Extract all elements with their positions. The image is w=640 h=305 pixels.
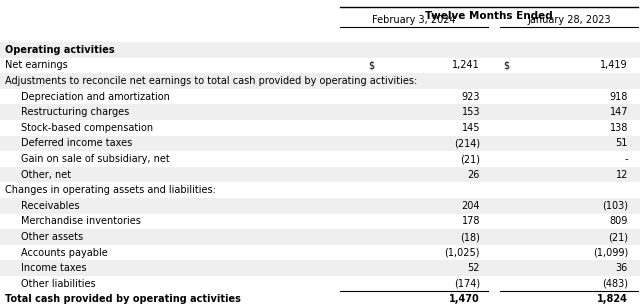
Text: 923: 923 [461,92,480,102]
Text: Other liabilities: Other liabilities [21,279,95,289]
Text: 918: 918 [610,92,628,102]
Text: Depreciation and amortization: Depreciation and amortization [21,92,170,102]
Bar [0,167,640,182]
Text: -: - [625,154,628,164]
Text: Merchandise inventories: Merchandise inventories [21,217,141,226]
Bar [0,73,640,89]
Text: (1,099): (1,099) [593,248,628,258]
Text: 1,241: 1,241 [452,60,480,70]
Text: 51: 51 [616,138,628,149]
Text: Twelve Months Ended: Twelve Months Ended [425,11,553,21]
Text: January 28, 2023: January 28, 2023 [527,15,611,25]
Bar [0,104,640,120]
Text: 1,824: 1,824 [597,294,628,304]
Text: $: $ [368,60,374,70]
Text: 204: 204 [461,201,480,211]
Text: (21): (21) [460,154,480,164]
Text: Restructuring charges: Restructuring charges [21,107,129,117]
Text: (21): (21) [608,232,628,242]
Text: 178: 178 [461,217,480,226]
Text: Stock-based compensation: Stock-based compensation [21,123,153,133]
Text: Other assets: Other assets [21,232,83,242]
Text: Accounts payable: Accounts payable [21,248,108,258]
Text: 1,470: 1,470 [449,294,480,304]
Text: Net earnings: Net earnings [5,60,68,70]
Text: 138: 138 [610,123,628,133]
Text: 1,419: 1,419 [600,60,628,70]
Text: 12: 12 [616,170,628,180]
Text: 153: 153 [461,107,480,117]
Text: Changes in operating assets and liabilities:: Changes in operating assets and liabilit… [5,185,216,195]
Text: (103): (103) [602,201,628,211]
Text: Receivables: Receivables [21,201,79,211]
Text: Adjustments to reconcile net earnings to total cash provided by operating activi: Adjustments to reconcile net earnings to… [5,76,417,86]
Text: (174): (174) [454,279,480,289]
Text: 26: 26 [468,170,480,180]
Text: Other, net: Other, net [21,170,71,180]
Text: Total cash provided by operating activities: Total cash provided by operating activit… [5,294,241,304]
Text: 147: 147 [609,107,628,117]
Text: (1,025): (1,025) [445,248,480,258]
Bar [0,260,640,276]
Text: Deferred income taxes: Deferred income taxes [21,138,132,149]
Bar [0,229,640,245]
Text: 52: 52 [467,263,480,273]
Text: 809: 809 [610,217,628,226]
Bar [0,136,640,151]
Text: (483): (483) [602,279,628,289]
Text: 36: 36 [616,263,628,273]
Text: (18): (18) [460,232,480,242]
Text: Income taxes: Income taxes [21,263,86,273]
Text: 145: 145 [461,123,480,133]
Text: February 3, 2024: February 3, 2024 [372,15,456,25]
Bar [0,42,640,58]
Bar [0,198,640,213]
Text: Operating activities: Operating activities [5,45,115,55]
Text: (214): (214) [454,138,480,149]
Text: Gain on sale of subsidiary, net: Gain on sale of subsidiary, net [21,154,170,164]
Text: $: $ [503,60,509,70]
